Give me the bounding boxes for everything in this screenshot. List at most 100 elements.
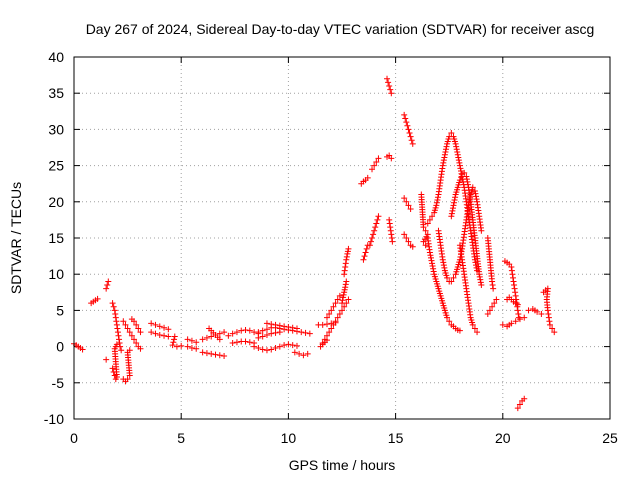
series-s07 — [120, 318, 144, 352]
series-s27 — [317, 337, 330, 350]
data-point — [433, 199, 440, 206]
data-point — [115, 332, 122, 339]
data-point — [161, 324, 168, 331]
series-s29 — [341, 245, 352, 278]
data-point — [473, 193, 479, 200]
data-point — [403, 235, 410, 241]
data-point — [345, 296, 352, 303]
data-point — [170, 339, 177, 346]
data-point — [233, 329, 240, 336]
data-point — [388, 155, 395, 162]
y-axis-label: SDTVAR / TECUs — [8, 182, 24, 294]
data-point — [114, 329, 121, 336]
data-point — [440, 159, 447, 166]
data-point — [545, 311, 552, 318]
data-point — [259, 346, 266, 353]
data-point — [440, 259, 447, 266]
data-point — [276, 322, 283, 329]
series-s20 — [255, 329, 283, 341]
series-s09 — [148, 320, 172, 333]
data-point — [300, 352, 307, 359]
data-point — [440, 157, 447, 164]
data-point — [161, 332, 168, 339]
data-point — [384, 75, 391, 82]
data-point — [259, 327, 266, 334]
data-point — [114, 325, 121, 332]
data-point — [120, 318, 127, 325]
data-point — [369, 166, 376, 173]
data-point — [473, 196, 480, 203]
data-point — [255, 329, 262, 336]
x-tick-label: 0 — [70, 430, 78, 446]
data-point — [148, 329, 155, 336]
series-s48 — [499, 314, 528, 330]
x-tick-label: 15 — [388, 430, 404, 446]
data-point — [330, 303, 337, 310]
data-point — [263, 347, 270, 354]
series-s19 — [255, 324, 313, 337]
tick-labels: 0 5 10 15 20 25 -10 -5 0 5 10 15 20 25 30 35 40 — [44, 49, 618, 446]
data-point — [429, 260, 436, 267]
data-point — [255, 345, 262, 352]
data-point — [454, 149, 461, 156]
data-point — [375, 155, 382, 162]
data-point — [453, 146, 460, 153]
data-point — [427, 252, 434, 259]
data-point — [456, 327, 463, 334]
data-point — [453, 143, 460, 150]
chart-title: Day 267 of 2024, Sidereal Day-to-day VTE… — [86, 21, 595, 37]
data-point — [361, 253, 368, 260]
data-point — [133, 339, 140, 346]
data-point — [334, 296, 341, 303]
data-point — [456, 177, 463, 184]
data-point — [366, 242, 373, 249]
data-point — [440, 262, 447, 269]
data-point — [328, 325, 335, 332]
data-point — [272, 329, 279, 336]
data-point — [339, 300, 345, 307]
data-point — [454, 151, 461, 158]
data-point — [401, 195, 408, 202]
data-point — [490, 285, 497, 292]
data-point — [272, 345, 279, 352]
data-point — [343, 278, 350, 285]
data-point — [508, 267, 515, 274]
data-point — [404, 122, 411, 129]
series-s21 — [263, 320, 300, 332]
data-point — [242, 326, 249, 333]
data-point — [221, 329, 228, 336]
series-s33 — [369, 155, 382, 173]
series-s41 — [424, 130, 481, 274]
series-s15 — [206, 325, 223, 343]
data-point — [471, 325, 478, 332]
data-point — [448, 213, 455, 220]
data-point — [477, 279, 484, 286]
data-point — [362, 249, 369, 256]
data-point — [442, 146, 449, 153]
data-point — [341, 303, 348, 310]
data-point — [514, 405, 521, 412]
data-point — [367, 238, 374, 245]
data-point — [344, 250, 351, 257]
data-point — [478, 227, 485, 234]
data-point — [491, 300, 498, 307]
data-point — [203, 350, 210, 357]
data-point — [405, 238, 412, 245]
data-point — [449, 205, 456, 212]
data-point — [360, 256, 367, 263]
data-point — [441, 151, 448, 158]
data-point — [135, 325, 142, 332]
data-point — [296, 350, 303, 357]
data-point — [103, 285, 110, 292]
data-point — [420, 238, 427, 245]
data-point — [342, 263, 349, 270]
data-point — [545, 314, 552, 321]
series-s06 — [120, 347, 133, 385]
data-point — [364, 174, 371, 181]
y-tick-label: 35 — [48, 85, 64, 101]
y-tick-label: 0 — [56, 339, 64, 355]
data-point — [476, 273, 483, 280]
data-point — [255, 334, 262, 341]
data-point — [515, 311, 522, 318]
data-point — [464, 178, 471, 185]
